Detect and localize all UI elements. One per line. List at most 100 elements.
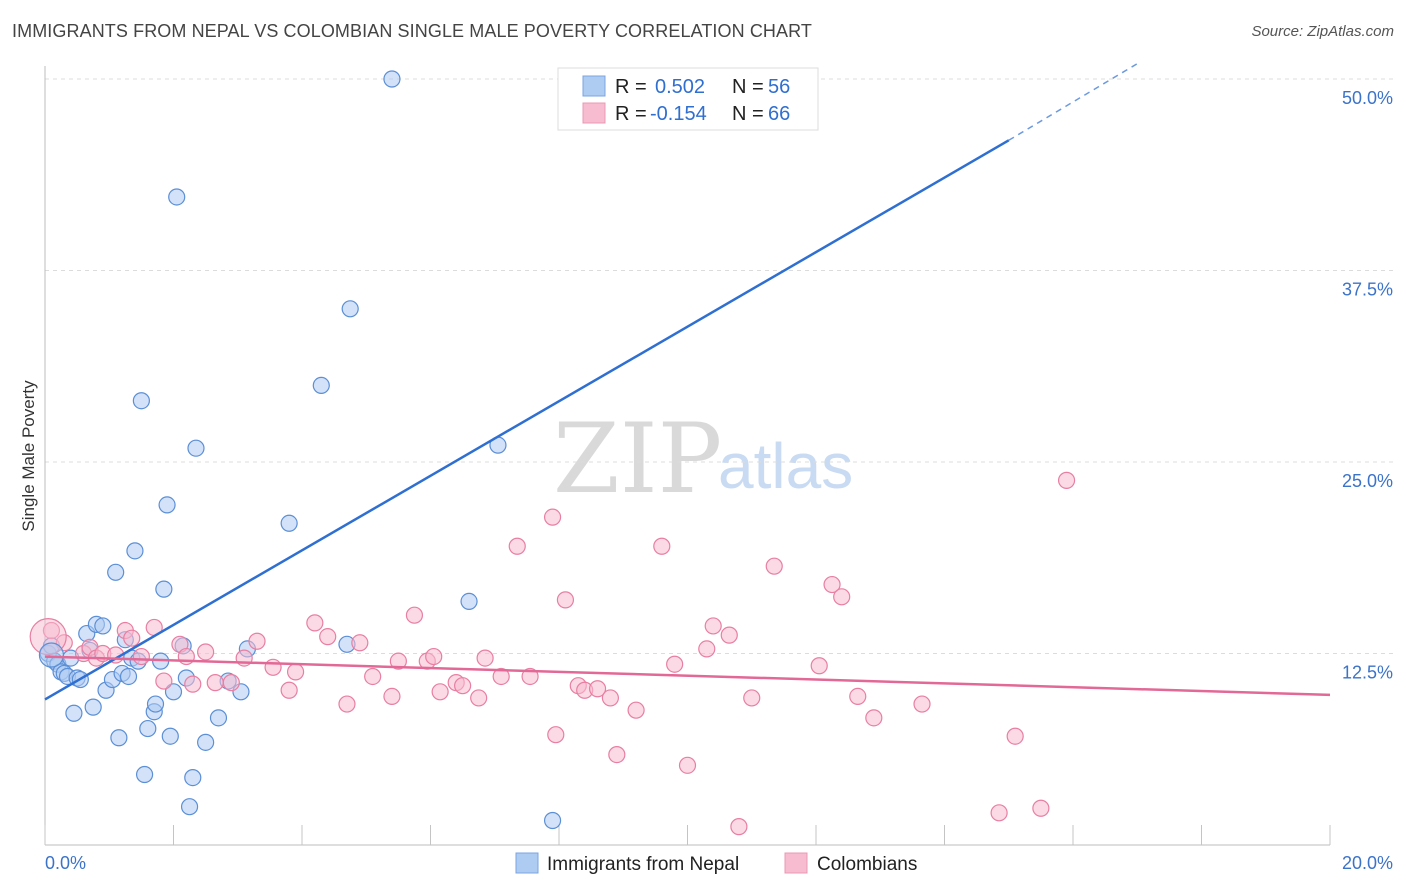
point-nepal — [94, 617, 112, 635]
point-nepal — [280, 514, 298, 532]
x-tick-label: 0.0% — [45, 853, 86, 873]
legend-label-colombians: Colombians — [817, 854, 917, 875]
point-colombians — [264, 658, 282, 676]
point-colombians — [833, 588, 851, 606]
point-colombians — [547, 726, 565, 744]
point-colombians — [197, 643, 215, 661]
watermark-zip: ZIP — [553, 403, 722, 515]
point-colombians — [431, 683, 449, 701]
point-nepal — [107, 563, 125, 581]
point-nepal — [209, 709, 228, 727]
point-nepal — [38, 642, 65, 668]
point-colombians — [913, 695, 931, 713]
point-nepal — [312, 376, 330, 394]
legend-r-value: 0.502 — [655, 76, 705, 98]
legend-n-label: N = — [732, 103, 764, 125]
point-colombians — [132, 647, 150, 666]
point-colombians — [492, 667, 510, 686]
chart-title: IMMIGRANTS FROM NEPAL VS COLOMBIAN SINGL… — [12, 21, 813, 41]
legend-swatch-colombians — [784, 852, 808, 874]
point-colombians — [521, 667, 539, 686]
axes: 12.5% 25.0% 37.5% 50.0% 0.0% 20.0% — [44, 66, 1393, 873]
point-colombians — [765, 557, 783, 575]
point-colombians — [338, 695, 356, 713]
point-colombians — [588, 680, 607, 698]
point-colombians — [990, 804, 1008, 822]
legend-top: R = 0.502 N = 56 R = -0.154 N = 66 — [557, 67, 819, 131]
point-nepal — [383, 70, 401, 88]
point-colombians — [286, 663, 305, 681]
point-colombians — [543, 508, 562, 526]
point-nepal — [164, 683, 183, 701]
point-colombians — [319, 628, 337, 646]
legend-n-label: N = — [732, 76, 764, 98]
point-colombians — [351, 634, 369, 652]
point-nepal — [341, 300, 359, 318]
point-colombians — [1006, 727, 1024, 745]
trend-line-nepal-extension — [1008, 63, 1138, 141]
y-tick-label: 37.5% — [1342, 280, 1393, 300]
point-colombians — [823, 575, 841, 594]
point-colombians — [865, 709, 883, 727]
point-colombians — [470, 689, 488, 707]
point-nepal — [65, 704, 83, 722]
point-colombians — [454, 677, 472, 695]
point-nepal — [543, 811, 562, 830]
point-colombians — [601, 689, 620, 707]
point-colombians — [306, 614, 324, 632]
point-colombians — [405, 606, 424, 624]
point-nepal — [146, 695, 165, 713]
point-colombians — [248, 632, 266, 650]
point-colombians — [849, 687, 867, 705]
point-nepal — [158, 496, 176, 514]
point-nepal — [168, 188, 186, 206]
x-tick-label: 20.0% — [1342, 853, 1393, 873]
point-nepal — [119, 667, 138, 686]
point-nepal — [180, 798, 199, 816]
point-colombians — [425, 647, 443, 666]
source-label: Source: ZipAtlas.com — [1251, 23, 1394, 40]
legend-n-value: 66 — [768, 103, 790, 125]
point-colombians — [389, 652, 407, 670]
point-colombians — [476, 649, 494, 667]
y-axis-label: Single Male Poverty — [19, 380, 38, 532]
point-colombians — [206, 674, 224, 692]
point-nepal — [126, 542, 144, 560]
trend-line-nepal — [44, 139, 1010, 701]
grid-lines — [45, 78, 1395, 654]
point-colombians — [627, 701, 645, 719]
point-colombians — [184, 675, 202, 693]
point-nepal — [132, 392, 150, 410]
point-nepal — [110, 729, 128, 747]
legend-n-value: 56 — [768, 76, 790, 98]
point-nepal — [197, 733, 215, 751]
point-colombians — [653, 537, 671, 555]
point-colombians — [222, 674, 240, 692]
legend-r-label: R = — [615, 76, 647, 98]
point-colombians — [1032, 799, 1050, 817]
point-nepal — [139, 719, 157, 738]
point-nepal — [155, 580, 173, 598]
point-colombians — [608, 746, 626, 764]
point-nepal — [84, 698, 102, 716]
point-nepal — [161, 727, 179, 745]
legend-swatch-nepal — [515, 852, 539, 874]
point-nepal — [460, 592, 478, 611]
point-colombians — [556, 591, 575, 609]
legend-label-nepal: Immigrants from Nepal — [547, 854, 739, 875]
point-colombians — [123, 629, 141, 647]
point-colombians — [730, 818, 748, 836]
point-colombians — [698, 640, 716, 658]
watermark-atlas: atlas — [718, 430, 853, 502]
point-nepal — [135, 765, 154, 784]
trend-lines — [44, 63, 1331, 701]
point-colombians — [678, 756, 697, 774]
point-colombians — [704, 617, 722, 635]
legend-swatch-colombians — [582, 102, 606, 124]
trend-line-colombians — [44, 655, 1331, 697]
legend-r-label: R = — [615, 103, 647, 125]
point-colombians — [720, 626, 738, 644]
point-colombians — [810, 657, 828, 675]
point-colombians — [280, 681, 298, 699]
